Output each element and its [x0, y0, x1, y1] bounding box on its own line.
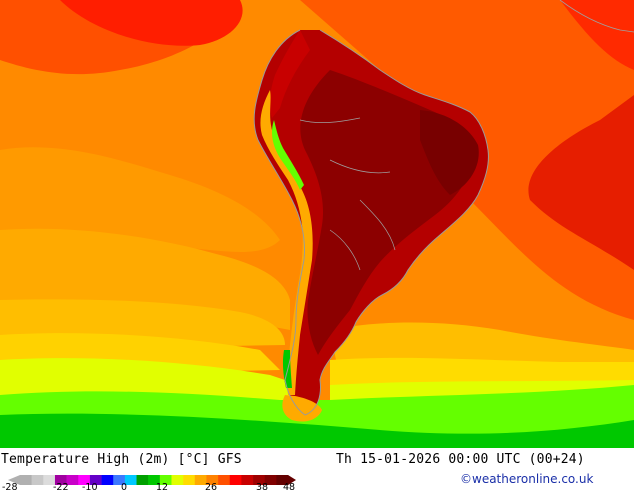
legend-tick-label: 26 — [205, 482, 218, 493]
legend-swatch — [194, 475, 207, 485]
legend-swatch — [241, 475, 254, 485]
country-borders — [299, 117, 396, 271]
ocean-hot-ne — [560, 0, 634, 70]
legend-swatch — [276, 475, 289, 485]
legend-tick-label: -10 — [82, 482, 98, 493]
legend-swatch — [31, 475, 44, 485]
legend-swatch — [124, 475, 137, 485]
legend-tick-label: -28 — [2, 482, 18, 493]
ocean-pacific-hot — [60, 0, 243, 46]
legend-swatch — [148, 475, 161, 485]
map-footer: Temperature High (2m) [°C] GFS Th 15-01-… — [0, 448, 634, 493]
legend-swatch — [264, 475, 277, 485]
legend-swatch — [101, 475, 114, 485]
east-coastline — [304, 29, 489, 416]
land-hottest-ne — [420, 110, 479, 195]
legend-tick-label: -22 — [53, 482, 69, 493]
legend-swatch — [183, 475, 196, 485]
west-coastline — [253, 29, 306, 416]
legend-swatch — [253, 475, 265, 485]
legend-swatch — [66, 475, 79, 485]
legend-swatch — [78, 475, 91, 485]
andes-cold-1 — [272, 120, 304, 190]
legend-tick-label: 48 — [283, 482, 296, 493]
legend-swatch — [218, 475, 231, 485]
caribbean-coast — [559, 0, 634, 33]
legend-swatch — [113, 475, 126, 485]
legend-swatch — [206, 475, 219, 485]
color-legend: -28 -22 -10 0 12 26 38 48 — [2, 471, 298, 493]
legend-swatch — [20, 475, 32, 485]
credit-link[interactable]: ©weatheronline.co.uk — [460, 472, 594, 486]
legend-swatch — [89, 475, 102, 485]
map-title: Temperature High (2m) [°C] GFS — [1, 452, 242, 467]
legend-swatch — [229, 475, 242, 485]
weather-map — [0, 0, 634, 448]
legend-swatch — [43, 475, 56, 485]
legend-swatch — [136, 475, 149, 485]
ocean-warm-east — [0, 0, 634, 320]
legend-arrow-right — [288, 475, 296, 485]
andes-strip — [260, 90, 313, 395]
legend-swatch — [54, 475, 67, 485]
land-north — [269, 30, 310, 118]
legend-color-bar — [8, 475, 296, 485]
ocean-hot-east — [528, 0, 634, 270]
legend-swatch — [159, 475, 172, 485]
ocean-green-dark — [0, 413, 634, 448]
legend-tick-label: 38 — [256, 482, 269, 493]
legend-tick-label: 0 — [121, 482, 128, 493]
legend-swatch — [171, 475, 184, 485]
legend-arrow-left — [8, 475, 20, 485]
legend-tick-label: 12 — [156, 482, 169, 493]
ocean-band-1 — [0, 147, 280, 252]
valid-time: Th 15-01-2026 00:00 UTC (00+24) — [336, 452, 585, 467]
